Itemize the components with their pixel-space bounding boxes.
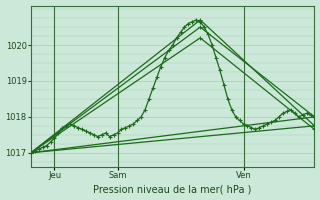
X-axis label: Pression niveau de la mer( hPa ): Pression niveau de la mer( hPa ) <box>93 184 252 194</box>
